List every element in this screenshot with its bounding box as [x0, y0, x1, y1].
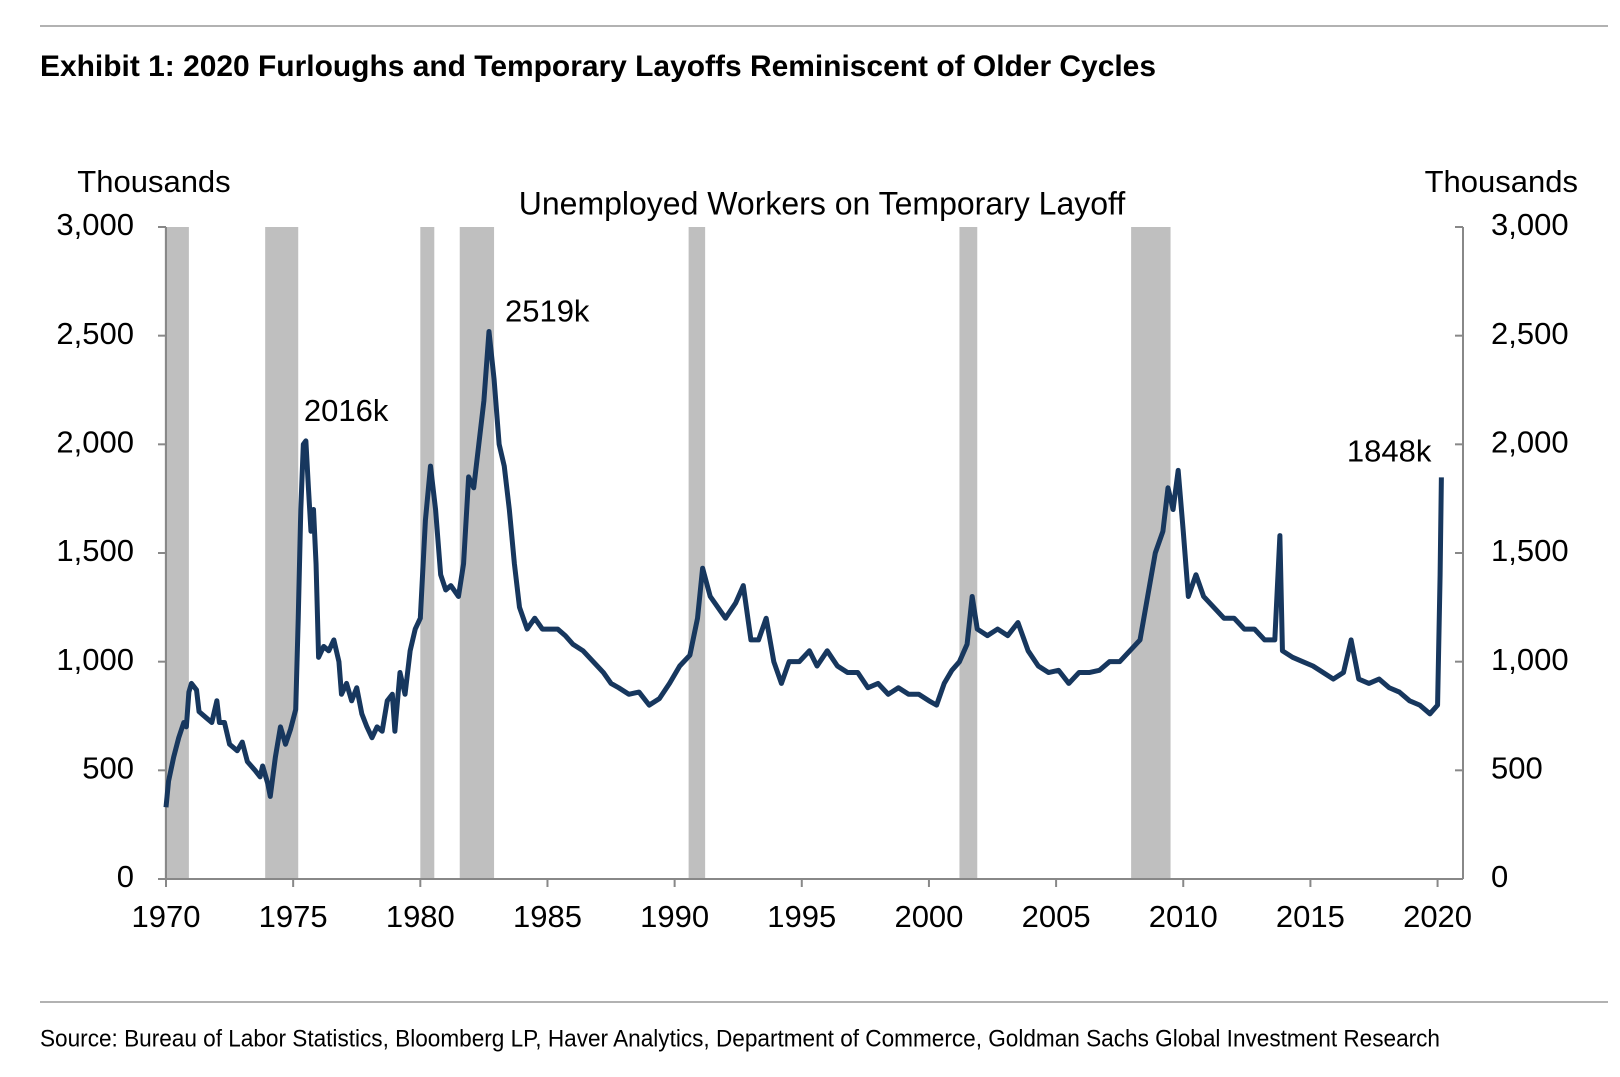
- y2-tick-label: 1,000: [1491, 642, 1569, 677]
- y-tick-label: 3,000: [56, 207, 134, 242]
- x-tick-label: 1990: [640, 899, 709, 934]
- x-tick-label: 1970: [132, 899, 201, 934]
- y2-axis-label: Thousands: [1425, 164, 1578, 199]
- x-tick-label: 1995: [767, 899, 836, 934]
- chart-subtitle: Unemployed Workers on Temporary Layoff: [519, 185, 1126, 221]
- recession-band: [420, 227, 435, 879]
- y2-tick-label: 0: [1491, 859, 1508, 894]
- y-tick-label: 500: [82, 751, 134, 786]
- peak-annotation: 2519k: [505, 294, 590, 329]
- y2-tick-label: 500: [1491, 751, 1543, 786]
- source-note: Source: Bureau of Labor Statistics, Bloo…: [40, 1025, 1440, 1052]
- x-tick-label: 2015: [1276, 899, 1345, 934]
- recession-band: [959, 227, 978, 879]
- x-tick-label: 1985: [513, 899, 582, 934]
- y2-tick-label: 1,500: [1491, 533, 1569, 568]
- recession-band: [1131, 227, 1171, 879]
- exhibit-title: Exhibit 1: 2020 Furloughs and Temporary …: [40, 50, 1156, 83]
- x-tick-label: 1980: [386, 899, 455, 934]
- recession-band: [688, 227, 706, 879]
- y-tick-label: 1,500: [56, 533, 134, 568]
- peak-annotation: 2016k: [304, 393, 389, 428]
- y2-tick-label: 2,500: [1491, 316, 1569, 351]
- y-axis-label: Thousands: [77, 164, 230, 199]
- y-tick-label: 1,000: [56, 642, 134, 677]
- recession-band: [265, 227, 299, 879]
- y-tick-label: 2,000: [56, 425, 134, 460]
- peak-annotation: 1848k: [1347, 434, 1432, 469]
- y2-tick-label: 2,000: [1491, 425, 1569, 460]
- x-tick-label: 2010: [1149, 899, 1218, 934]
- x-tick-label: 2000: [894, 899, 963, 934]
- x-tick-label: 2020: [1403, 899, 1472, 934]
- y-tick-label: 0: [117, 859, 134, 894]
- data-line: [163, 329, 1444, 808]
- x-tick-label: 2005: [1022, 899, 1091, 934]
- y2-tick-label: 3,000: [1491, 207, 1569, 242]
- x-tick-label: 1975: [259, 899, 328, 934]
- y-tick-label: 2,500: [56, 316, 134, 351]
